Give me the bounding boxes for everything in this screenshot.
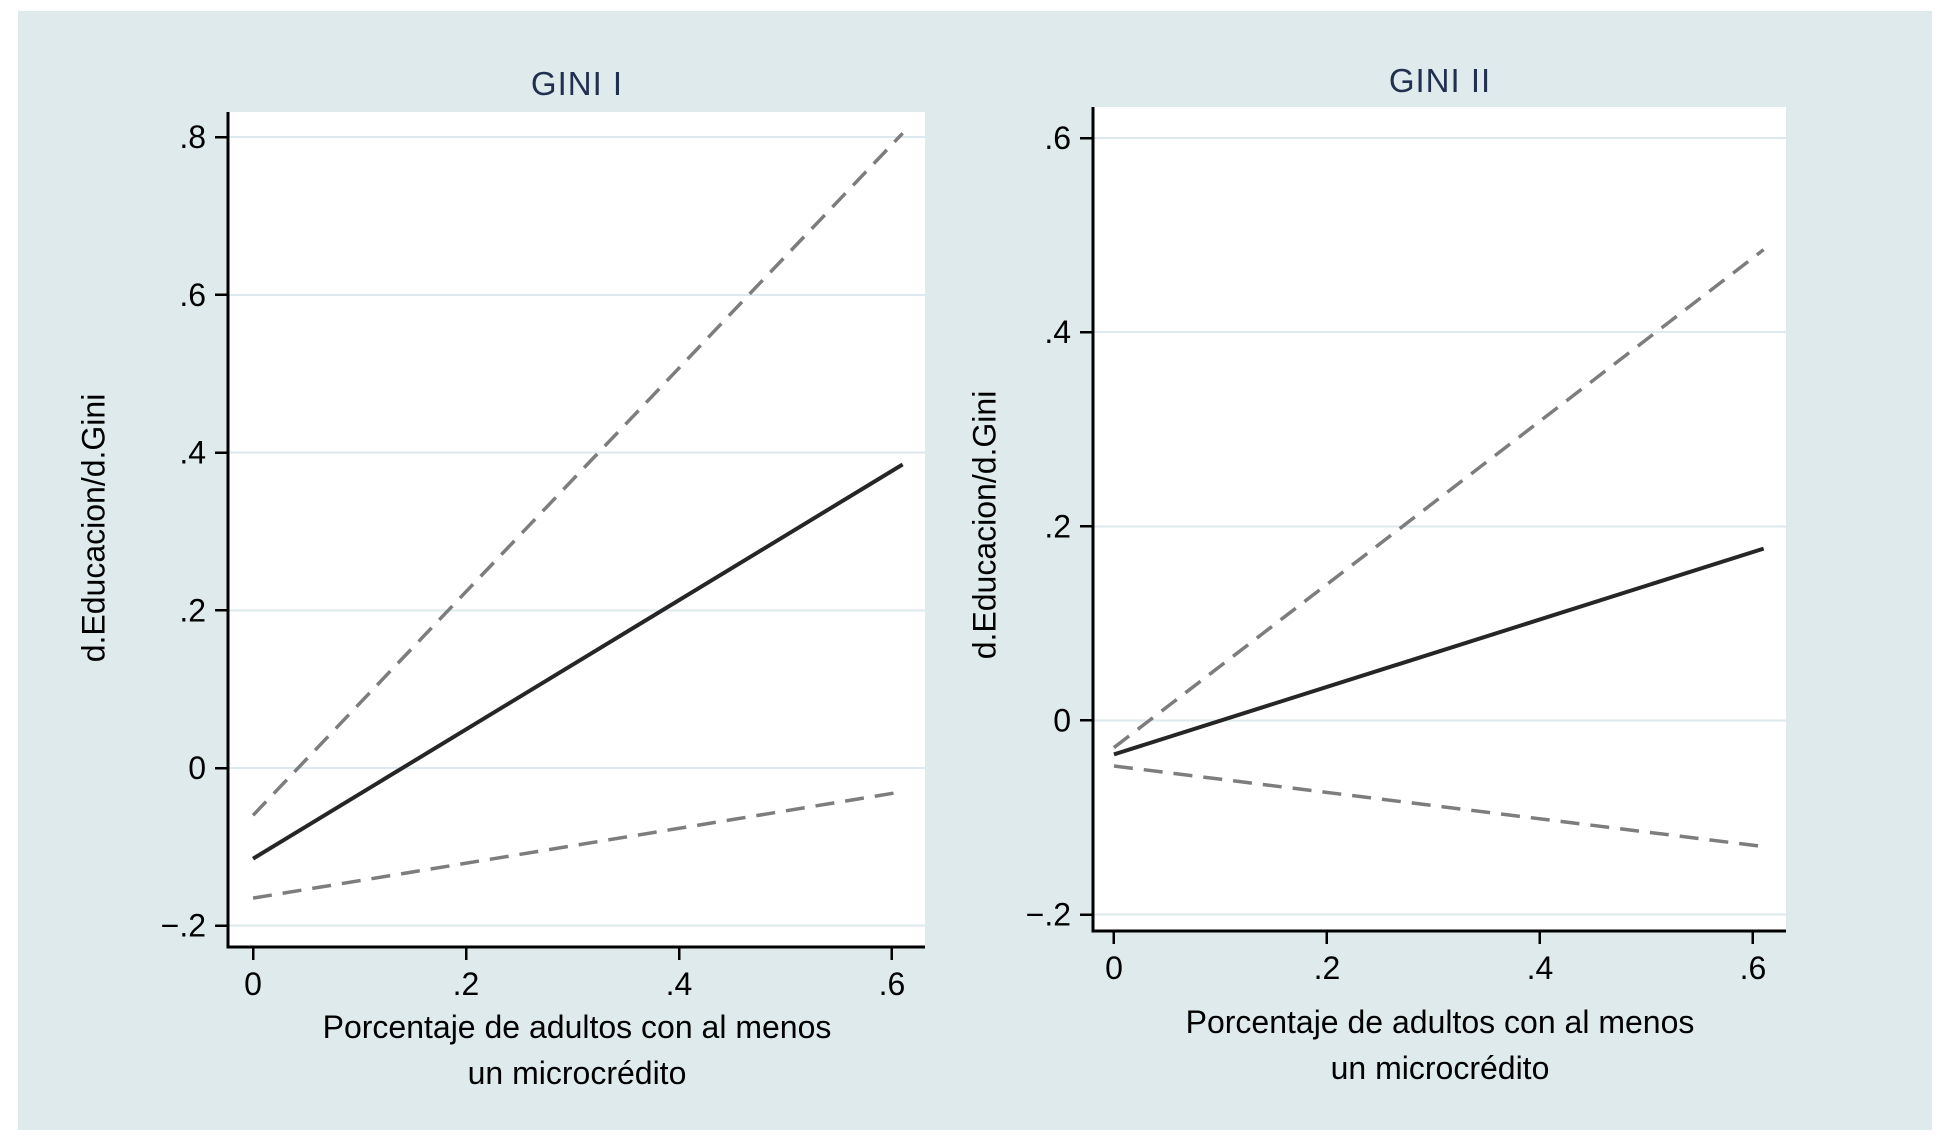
y-tick-label: .2 <box>1044 508 1071 544</box>
panel-title-gini-1: GINI I <box>530 65 624 102</box>
y-tick-label: .2 <box>179 592 206 628</box>
series-upper-confidence-bound <box>251 132 904 817</box>
x-tick-label: 0 <box>1105 950 1123 986</box>
x-axis-label-line-2: un microcrédito <box>467 1055 687 1091</box>
panel-title-gini-2: GINI II <box>1388 62 1492 99</box>
chart-panel-1: −.2 0 .2 .4 .6 .8 0 .2 .4 .6 <box>161 112 925 1002</box>
plot-area <box>228 112 925 947</box>
x-axis-label-line-2: un microcrédito <box>1330 1050 1550 1086</box>
series-upper-confidence-bound <box>1112 248 1765 749</box>
series-marginal-effect <box>251 462 904 861</box>
series-marginal-effect <box>1113 546 1765 757</box>
y-tick-label: 0 <box>1053 702 1071 738</box>
x-axis-label-gini-1: Porcentaje de adultos con al menos un mi… <box>323 1004 832 1096</box>
y-tick-label: 0 <box>188 750 206 786</box>
y-tick-label: .4 <box>179 435 206 471</box>
x-axis-label-line-1: Porcentaje de adultos con al menos <box>1185 1004 1695 1040</box>
x-tick-label: .6 <box>1740 950 1767 986</box>
x-tick-label: 0 <box>244 966 262 1002</box>
x-tick-label: .2 <box>1314 950 1341 986</box>
y-tick-label: .6 <box>1044 120 1071 156</box>
y-tick-label: .4 <box>1044 314 1071 350</box>
y-tick-label: −.2 <box>1026 897 1071 933</box>
series-lower-confidence-bound <box>1113 764 1764 849</box>
plot-area <box>1093 107 1786 931</box>
y-tick-label: .8 <box>179 119 206 155</box>
y-axis-label-gini-2: d.Educacion/d.Gini <box>966 390 1003 660</box>
series-lower-confidence-bound <box>252 789 903 900</box>
x-tick-label: .4 <box>1527 950 1554 986</box>
y-tick-label: −.2 <box>161 908 206 944</box>
x-tick-label: .4 <box>666 966 693 1002</box>
x-axis-label-gini-2: Porcentaje de adultos con al menos un mi… <box>1186 999 1695 1091</box>
x-tick-label: .6 <box>879 966 906 1002</box>
x-axis-label-line-1: Porcentaje de adultos con al menos <box>322 1009 832 1045</box>
y-axis-label-gini-1: d.Educacion/d.Gini <box>75 393 112 663</box>
x-tick-label: .2 <box>453 966 480 1002</box>
y-tick-label: .6 <box>179 277 206 313</box>
chart-panel-2: −.2 0 .2 .4 .6 0 .2 .4 .6 <box>1026 107 1786 986</box>
